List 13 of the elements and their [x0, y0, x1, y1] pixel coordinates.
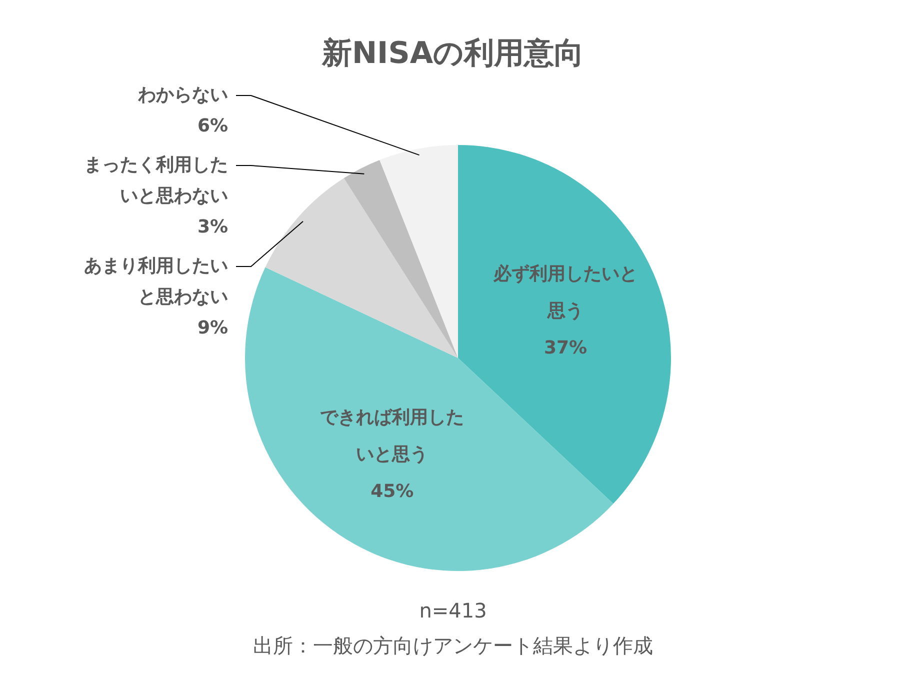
- text: n=413: [419, 598, 487, 622]
- text: 出所：一般の方向けアンケート結果より作成: [253, 633, 653, 658]
- data-label: 3%: [197, 216, 228, 238]
- data-label: 9%: [197, 317, 228, 338]
- data-label: 37%: [544, 337, 588, 358]
- slice-label: あまり利用したいと思わない: [84, 255, 228, 308]
- slice-label: まったく利用したいと思わない: [84, 154, 228, 206]
- data-label: 6%: [197, 115, 228, 136]
- slice-label: わからない: [137, 84, 228, 106]
- slice-label: 必ず利用したいと思う: [492, 263, 638, 322]
- data-label: 45%: [370, 480, 414, 502]
- slice-label: できれば利用したいと思う: [320, 406, 464, 465]
- chart-title: 新NISAの利用意向: [320, 36, 584, 72]
